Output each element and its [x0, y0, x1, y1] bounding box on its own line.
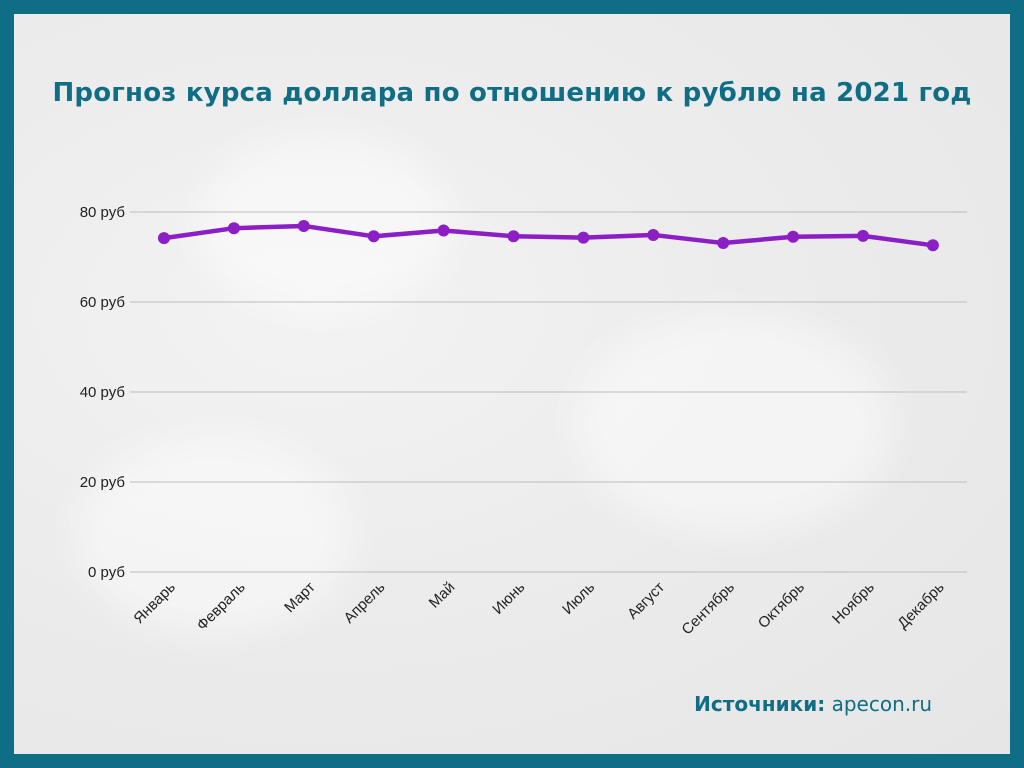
x-tick-label: Июнь: [489, 579, 528, 618]
data-point: [297, 219, 310, 232]
data-point: [158, 232, 170, 245]
chart-card: Прогноз курса доллара по отношению к руб…: [14, 14, 1010, 754]
x-tick-label: Декабрь: [894, 579, 948, 633]
background-texture: [74, 434, 354, 634]
x-tick-label: Январь: [130, 579, 179, 628]
x-tick-label: Май: [426, 579, 459, 612]
x-tick-label: Сентябрь: [678, 579, 738, 639]
data-point: [507, 230, 520, 243]
source-label: Источники:: [694, 692, 826, 716]
x-tick-label: Август: [624, 579, 668, 623]
data-point: [857, 229, 869, 242]
chart-title: Прогноз курса доллара по отношению к руб…: [52, 78, 972, 108]
data-point: [926, 239, 939, 252]
y-tick-label: 0 руб: [88, 564, 125, 581]
data-point: [437, 224, 450, 237]
x-tick-label: Февраль: [194, 579, 249, 634]
background-texture: [574, 314, 894, 534]
y-tick-label: 80 руб: [80, 204, 125, 221]
y-tick-label: 40 руб: [80, 384, 125, 401]
data-point: [577, 231, 590, 244]
x-tick-label: Октябрь: [755, 579, 808, 632]
data-point: [367, 230, 380, 243]
source-note: Источники: apecon.ru: [694, 692, 932, 716]
x-tick-label: Июль: [559, 579, 598, 618]
x-tick-label: Март: [281, 579, 318, 616]
data-point: [787, 230, 800, 243]
line-chart: 0 руб 20 руб 40 руб 60 руб 80 руб Январь Февра…: [80, 204, 967, 639]
y-tick-label: 60 руб: [80, 294, 125, 311]
data-point: [647, 228, 660, 241]
data-point: [717, 237, 730, 250]
x-tick-label: Апрель: [341, 579, 389, 627]
series-line: [161, 223, 936, 248]
source-value: apecon.ru: [831, 692, 932, 716]
data-point: [227, 222, 240, 235]
x-tick-label: Ноябрь: [829, 579, 878, 628]
y-tick-label: 20 руб: [80, 474, 125, 491]
